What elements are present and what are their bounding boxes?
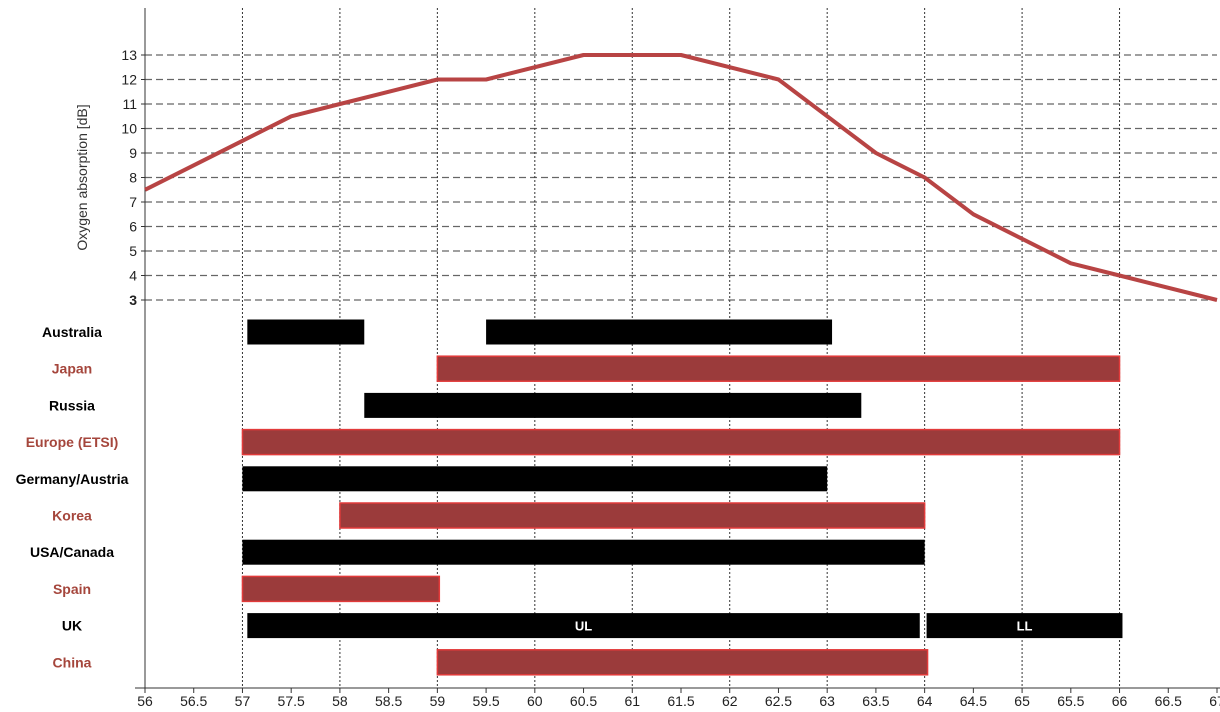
- y-tick-label: 10: [121, 121, 137, 137]
- allocation-bar: [241, 575, 441, 603]
- x-tick-label: 60: [527, 693, 543, 709]
- allocation-bar: [242, 539, 925, 565]
- row-label-russia: Russia: [49, 397, 95, 413]
- y-axis-label: Oxygen absorption [dB]: [74, 104, 90, 250]
- x-tick-label: 65: [1014, 693, 1030, 709]
- row-label-usa-canada: USA/Canada: [30, 544, 114, 560]
- allocation-bar: [242, 466, 828, 492]
- x-tick-label: 59.5: [472, 693, 499, 709]
- x-tick-label: 62: [722, 693, 738, 709]
- y-tick-label: 8: [129, 170, 137, 186]
- y-tick-label: 3: [129, 292, 137, 308]
- row-label-korea: Korea: [52, 508, 92, 524]
- y-tick-label: 9: [129, 145, 137, 161]
- allocation-bar: [247, 319, 365, 345]
- x-tick-label: 62.5: [765, 693, 792, 709]
- x-tick-label: 57: [235, 693, 251, 709]
- row-label-germany-austria: Germany/Austria: [16, 471, 129, 487]
- row-label-europe-etsi-: Europe (ETSI): [26, 434, 119, 450]
- allocation-bar: [364, 392, 862, 418]
- x-tick-label: 56.5: [180, 693, 207, 709]
- x-tick-label: 58.5: [375, 693, 402, 709]
- absorption-line: [144, 53, 1218, 302]
- row-label-japan: Japan: [52, 361, 92, 377]
- x-tick-label: 65.5: [1057, 693, 1084, 709]
- y-tick-label: 5: [129, 243, 137, 259]
- y-tick-label: 12: [121, 72, 137, 88]
- row-label-china: China: [53, 654, 92, 670]
- allocation-bar: [339, 502, 926, 529]
- bar-label: LL: [1017, 619, 1033, 634]
- allocation-bar: [926, 613, 1123, 639]
- x-tick-label: 56: [137, 693, 153, 709]
- x-tick-label: 60.5: [570, 693, 597, 709]
- x-tick-label: 61: [624, 693, 640, 709]
- x-tick-label: 61.5: [667, 693, 694, 709]
- x-tick-label: 58: [332, 693, 348, 709]
- x-tick-label: 57.5: [278, 693, 305, 709]
- x-tick-label: 64: [917, 693, 933, 709]
- row-label-uk: UK: [62, 618, 82, 634]
- allocation-bar: [241, 428, 1121, 456]
- x-tick-label: 66.5: [1155, 693, 1182, 709]
- y-tick-label: 4: [129, 268, 137, 284]
- allocation-bar: [247, 613, 920, 639]
- bar-label: UL: [575, 619, 592, 634]
- x-tick-label: 66: [1112, 693, 1128, 709]
- x-tick-label: 63.5: [862, 693, 889, 709]
- y-tick-label: 7: [129, 194, 137, 210]
- allocation-bar: [486, 319, 833, 345]
- x-tick-label: 64.5: [960, 693, 987, 709]
- row-label-australia: Australia: [42, 324, 102, 340]
- x-tick-label: 67: [1209, 693, 1220, 709]
- x-tick-label: 59: [430, 693, 446, 709]
- allocation-bar: [436, 649, 929, 676]
- y-tick-label: 11: [122, 96, 137, 112]
- y-tick-label: 6: [129, 219, 137, 235]
- x-tick-label: 63: [819, 693, 835, 709]
- row-label-spain: Spain: [53, 581, 91, 597]
- allocation-bar: [436, 355, 1121, 382]
- y-tick-label: 13: [121, 47, 137, 63]
